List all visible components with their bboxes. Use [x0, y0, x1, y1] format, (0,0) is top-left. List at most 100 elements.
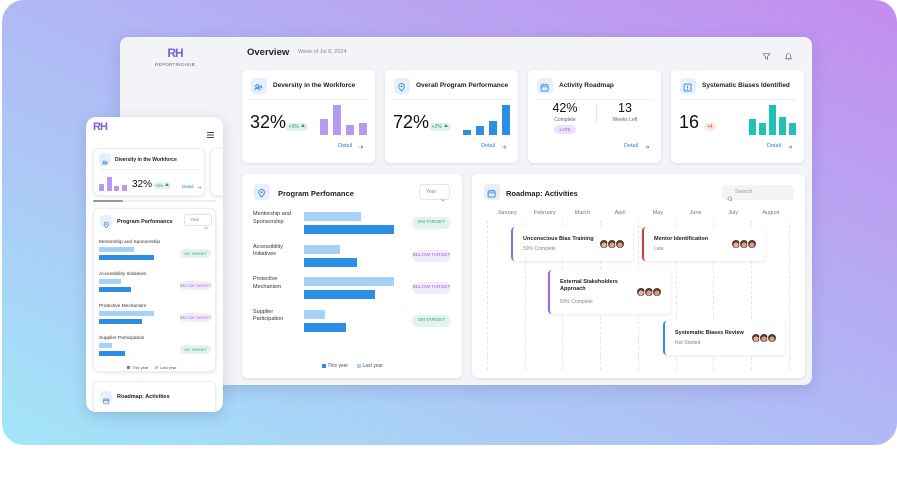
bar [99, 279, 121, 284]
detail-text: Detail [182, 184, 194, 189]
detail-link[interactable]: Detail [767, 143, 797, 151]
activity-card[interactable]: Systematic Biases Review Not Started [663, 321, 785, 355]
kpi-card: Diversity in the Workforce 32% +3% Detail [93, 148, 205, 196]
year-dropdown[interactable]: Year [184, 214, 212, 230]
filter-button[interactable] [762, 48, 771, 60]
activity-status: 50% Complete [560, 299, 593, 305]
arrow-icon [501, 144, 507, 150]
activity-name: Systematic Biases Review [675, 330, 744, 336]
icon-box [100, 215, 112, 229]
mini-bar [346, 125, 354, 135]
detail-link[interactable]: Detail [182, 184, 204, 191]
month-label: August [762, 210, 780, 216]
avatar [615, 239, 625, 249]
row-label: Supplier Participation [99, 336, 145, 341]
search-icon-glyph [727, 196, 733, 202]
detail-text: Detail [767, 143, 782, 149]
year-dropdown[interactable]: Year [419, 184, 450, 202]
filter-button-glyph [762, 53, 771, 60]
status-badge: BELOW TARGET [180, 313, 212, 322]
activity-name: Mentor Identification [654, 236, 709, 242]
scroll-track [93, 200, 216, 202]
activity-name: Unconscious Bias Training [523, 236, 594, 242]
icon-glyph [488, 189, 496, 198]
detail-link[interactable]: Detail [481, 143, 511, 151]
change-badge: +3% [285, 123, 308, 131]
arrow-icon [644, 144, 650, 150]
icon-box [99, 153, 111, 166]
activity-card[interactable]: Unconscious Bias Training 50% Complete [511, 227, 633, 261]
mini-bar [320, 119, 328, 135]
month-gridline [713, 220, 715, 370]
detail-link[interactable]: Detail [338, 143, 368, 151]
kpi-value: 72% [393, 112, 430, 132]
arrow-icon-glyph [358, 144, 364, 149]
icon-glyph [684, 83, 692, 92]
row-label: Protective Mechanism [99, 304, 147, 309]
month-label: April [614, 210, 626, 216]
bar [99, 351, 125, 356]
month-label: January [497, 210, 517, 216]
mini-bar [106, 177, 112, 191]
icon-box [100, 391, 112, 405]
bar [99, 343, 112, 348]
legend-label: This year [327, 363, 349, 369]
legend-label: This year [132, 365, 149, 370]
row-label: Accessibility Initiatives [99, 272, 147, 277]
mini-bar [463, 130, 471, 135]
panel-title: Roadmap: Activities [117, 394, 170, 400]
change-text: +3% [288, 124, 299, 130]
notification-button[interactable] [784, 48, 793, 61]
arrow-icon-glyph [197, 185, 202, 189]
legend-label: Last year [160, 365, 177, 370]
program-panel: Program Perfomance Year Mentorship and Spo… [93, 208, 216, 372]
search-box[interactable]: Search [722, 185, 794, 202]
icon-glyph [103, 398, 109, 405]
activity-card[interactable]: Mentor Identification Late [642, 227, 765, 261]
mini-bar [122, 185, 127, 191]
row-label: Protective Mechanism [253, 276, 282, 290]
stat-value: 42% [552, 101, 578, 115]
status-badge: BELOW TARGET [412, 249, 451, 262]
panel-title: Program Perfomance [117, 219, 173, 225]
icon [253, 80, 264, 91]
stat-value: 13 [618, 101, 632, 115]
icon-glyph [103, 222, 109, 229]
stat-label: Complete [554, 117, 576, 123]
menu-button[interactable] [206, 126, 215, 138]
status-badge: BELOW TARGET [180, 281, 212, 290]
card-title: Overall Program Performance [416, 82, 509, 89]
bar [99, 255, 154, 260]
legend-label: Last year [362, 363, 384, 369]
kpi-value: 32% [132, 179, 153, 190]
kpi-card: Overall Program Performance 72% +2% Detail [385, 70, 518, 163]
stat-divider [596, 104, 597, 124]
icon-box [680, 78, 696, 94]
icon [539, 80, 550, 92]
month-gridline [750, 220, 752, 370]
activity-name: External Stakeholders Approach [560, 279, 618, 292]
month-label: February [533, 210, 556, 216]
detail-text: Detail [481, 143, 496, 149]
kpi-card: Deversity in the Workforce 32% +3% Detail [242, 70, 375, 163]
month-gridline [524, 220, 526, 370]
activity-status: 50% Complete [523, 246, 556, 252]
status-badge: ON TARGET [180, 249, 211, 258]
status-badge: ON TARGET [412, 217, 451, 229]
divider [679, 99, 796, 100]
icon-box [254, 184, 270, 200]
legend-swatch [127, 366, 130, 369]
icon-glyph [254, 84, 263, 91]
detail-link[interactable]: Detail [624, 143, 654, 151]
activity-card[interactable]: External Stakeholders Approach 50% Comple… [548, 270, 670, 314]
month-label: March [574, 210, 591, 216]
card-title: Systematic Biases Identified [702, 82, 790, 89]
status-badge: ON TARGET [180, 345, 211, 354]
up-arrow [165, 183, 170, 186]
status-badge: BELOW TARGET [412, 282, 451, 294]
icon [102, 393, 110, 405]
chevron-icon-glyph [440, 198, 446, 202]
bar [99, 247, 134, 252]
card-title: Deversity in the Workforce [273, 82, 356, 89]
up-arrow [300, 124, 305, 127]
